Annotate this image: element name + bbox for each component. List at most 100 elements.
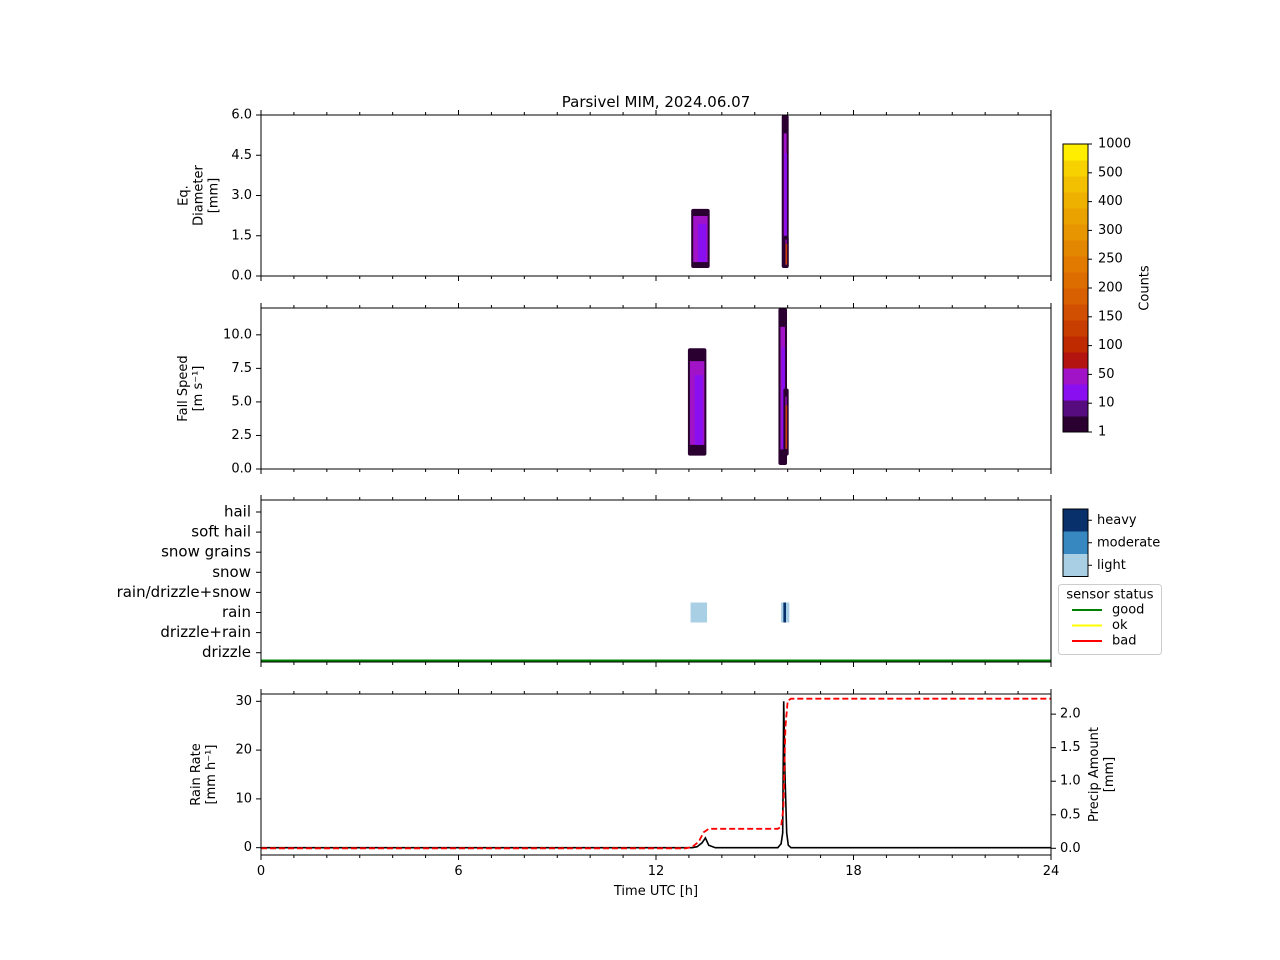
x-tick-label: 24	[1043, 864, 1060, 879]
speed-y-tick-label: 2.5	[231, 428, 252, 443]
colorbar-tick-label: 200	[1098, 281, 1123, 296]
precip-type-label: snow	[212, 563, 251, 581]
intensity-label: light	[1097, 558, 1126, 573]
colorbar-segment	[1063, 368, 1088, 385]
diameter-axis-label: [mm]	[207, 178, 222, 213]
speed-y-tick-label: 5.0	[231, 394, 252, 409]
colorbar-segment	[1063, 416, 1088, 433]
rate-y-tick-label: 20	[235, 743, 252, 758]
x-tick-label: 6	[454, 864, 462, 879]
diameter-cell-core	[785, 243, 788, 265]
colorbar-segment	[1063, 208, 1088, 225]
colorbar-segment	[1063, 384, 1088, 401]
speed-y-tick-label: 0.0	[231, 462, 252, 477]
speed-y-tick-label: 10.0	[223, 327, 252, 342]
colorbar-segment	[1063, 224, 1088, 241]
precip-type-panel: hail soft hail snow grains snow rain/drizzle…	[117, 495, 1052, 667]
rate-axis-label: Rain Rate	[189, 743, 204, 806]
intensity-swatch	[1063, 509, 1088, 532]
colorbar-tick-label: 500	[1098, 165, 1123, 180]
colorbar-tick-label: 250	[1098, 252, 1123, 267]
colorbar-segment	[1063, 320, 1088, 337]
x-tick-label: 0	[257, 864, 265, 879]
intensity-colorbar: heavy moderate light	[1062, 508, 1160, 577]
legend-label: ok	[1112, 618, 1128, 633]
precip-type-label: rain/drizzle+snow	[117, 583, 251, 601]
legend-label: good	[1112, 603, 1144, 618]
precip-type-label: rain	[222, 603, 251, 621]
diameter-axis-label: Diameter	[192, 165, 207, 226]
amount-axis-label: [mm]	[1102, 757, 1117, 792]
diameter-panel: 0.0 1.5 3.0 4.5 6.0 Eq. Diameter [mm]	[177, 108, 1052, 284]
diameter-y-tick-label: 1.5	[231, 228, 252, 243]
colorbar-label: Counts	[1138, 265, 1153, 311]
legend-box	[1058, 584, 1162, 655]
diameter-y-tick-label: 3.0	[231, 188, 252, 203]
intensity-frame	[1062, 508, 1089, 577]
fall-speed-panel: 0.0 2.5 5.0 7.5 10.0 Fall Speed [m s⁻¹]	[176, 303, 1052, 477]
speed-axis-label: Fall Speed	[176, 355, 191, 421]
counts-colorbar: 1 10 50 100 150 200 250 300 400 500 1000 Counts	[1062, 137, 1153, 440]
rate-y-tick-label: 0	[244, 840, 252, 855]
diameter-axis-label: Eq.	[177, 185, 192, 206]
legend-label: bad	[1112, 634, 1136, 649]
precip-type-label: drizzle	[202, 643, 251, 661]
x-tick-label: 18	[845, 864, 862, 879]
speed-cell-core	[785, 405, 788, 449]
colorbar-tick-label: 400	[1098, 194, 1123, 209]
colorbar-tick-label: 100	[1098, 338, 1123, 353]
speed-y-tick-label: 7.5	[231, 361, 252, 376]
speed-cell-core	[694, 375, 703, 445]
colorbar-segment	[1063, 304, 1088, 321]
speed-axis-label: [m s⁻¹]	[191, 366, 206, 412]
diameter-y-tick-label: 0.0	[231, 269, 252, 284]
precip-type-label: hail	[224, 503, 251, 521]
colorbar-segment	[1063, 144, 1088, 161]
precip-type-cell	[783, 602, 787, 623]
diameter-y-tick-label: 6.0	[231, 108, 252, 123]
colorbar-segment	[1063, 352, 1088, 369]
colorbar-tick-label: 150	[1098, 309, 1123, 324]
colorbar-segment	[1063, 336, 1088, 353]
intensity-swatch	[1063, 554, 1088, 577]
intensity-label: heavy	[1097, 513, 1137, 528]
intensity-swatch	[1063, 531, 1088, 555]
x-axis-label: Time UTC [h]	[613, 884, 698, 899]
rate-y-tick-label: 10	[235, 791, 252, 806]
rate-y-tick-label: 30	[235, 694, 252, 709]
colorbar-segment	[1063, 288, 1088, 305]
rate-y2-tick-label: 0.5	[1060, 807, 1081, 822]
colorbar-tick-label: 50	[1098, 367, 1115, 382]
precip-type-cell	[690, 602, 708, 623]
rate-y2-tick-label: 0.0	[1060, 841, 1081, 856]
colorbar-segment	[1063, 256, 1088, 273]
colorbar-tick-label: 1	[1098, 425, 1106, 440]
legend-title: sensor status	[1066, 588, 1153, 603]
precip-type-label: snow grains	[161, 543, 251, 561]
colorbar-segment	[1063, 160, 1088, 177]
rate-y2-tick-label: 2.0	[1060, 707, 1081, 722]
rate-y2-tick-label: 1.5	[1060, 740, 1081, 755]
diameter-cell-core	[697, 223, 707, 263]
colorbar-tick-label: 10	[1098, 396, 1115, 411]
diameter-y-tick-label: 4.5	[231, 148, 252, 163]
precip-amount-line	[261, 697, 1051, 850]
figure-title: Parsivel MIM, 2024.06.07	[562, 93, 750, 111]
colorbar-tick-label: 300	[1098, 223, 1123, 238]
rate-axis-label: [mm h⁻¹]	[204, 745, 219, 805]
diameter-cell-core	[784, 153, 787, 253]
precip-type-label: soft hail	[191, 523, 251, 541]
colorbar-segment	[1063, 400, 1088, 417]
x-tick-label: 12	[648, 864, 665, 879]
rate-y2-tick-label: 1.0	[1060, 774, 1081, 789]
colorbar-segment	[1063, 176, 1088, 193]
amount-axis-label: Precip Amount	[1087, 727, 1102, 822]
colorbar-tick-label: 1000	[1098, 137, 1131, 152]
precip-type-label: drizzle+rain	[160, 623, 251, 641]
rain-rate-line	[261, 701, 1051, 849]
colorbar-segment	[1063, 240, 1088, 257]
colorbar-segment	[1063, 272, 1088, 289]
